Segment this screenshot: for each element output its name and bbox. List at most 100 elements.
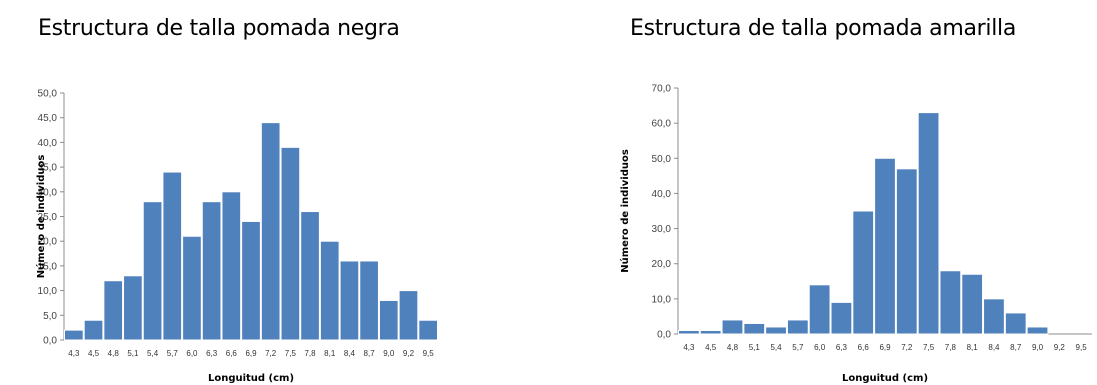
bar-6-3: [201, 201, 222, 341]
x-tick-label: 9,2: [403, 349, 415, 358]
chart-panel-amarilla: Estructura de talla pomada amarilla 0,0 1…: [548, 0, 1097, 385]
x-tick-label: 8,7: [1010, 343, 1022, 352]
x-tick-label: 8,4: [988, 343, 1000, 352]
y-tick-label: 70,0: [652, 84, 672, 95]
x-tick-label: 7,5: [285, 349, 297, 358]
bar-7-8: [300, 211, 320, 341]
y-tick-label: 35,0: [38, 163, 58, 174]
y-tick-label: 40,0: [38, 138, 58, 149]
x-tick-label: 6,6: [226, 349, 238, 358]
x-axis-title: Longuitud (cm): [208, 373, 294, 384]
y-axis-title: Número de individuos: [619, 149, 631, 273]
y-tick-label: 15,0: [38, 261, 58, 272]
bar-7-8: [939, 270, 962, 335]
x-tick-label: 4,8: [727, 343, 739, 352]
y-axis-title: Número de individuos: [35, 155, 47, 279]
bar-8-1: [961, 273, 984, 335]
chart-title: Estructura de talla pomada amarilla: [630, 16, 1016, 41]
bar-4-3: [64, 329, 84, 341]
x-tick-label: 7,2: [901, 343, 913, 352]
y-tick-label: 45,0: [38, 113, 58, 124]
x-tick-label: 9,0: [383, 349, 395, 358]
x-axis-title: Longuitud (cm): [842, 373, 928, 384]
x-tick-label: 5,1: [749, 343, 761, 352]
bar-8-4: [339, 260, 360, 341]
y-tick-label: 50,0: [38, 89, 58, 100]
x-tick-label: 5,1: [127, 349, 139, 358]
x-tick-label: 6,0: [186, 349, 198, 358]
bar-7-2: [895, 168, 918, 335]
bar-chart-amarilla: 0,0 10,0 20,0 30,0 40,0 50,0 60,0 70,0 4,3 4,5 4,8…: [619, 84, 1092, 384]
y-tick-label: 60,0: [652, 119, 672, 130]
x-tick-label: 4,3: [683, 343, 695, 352]
bar-7-2: [260, 122, 281, 341]
x-tick-label: 7,5: [923, 343, 935, 352]
bar-5-1: [123, 275, 143, 341]
y-tick-label: 25,0: [38, 212, 58, 223]
x-tick-label: 8,7: [364, 349, 376, 358]
x-tick-label: 6,6: [858, 343, 870, 352]
x-tick-label: 4,5: [88, 349, 100, 358]
x-tick-label: 4,3: [68, 349, 80, 358]
x-tick-label: 6,3: [836, 343, 848, 352]
x-tick-label: 9,0: [1032, 343, 1044, 352]
bar-6-6: [852, 210, 875, 335]
y-tick-label: 10,0: [652, 294, 672, 305]
y-tick-label: 0,0: [657, 330, 671, 341]
x-tick-label: 8,4: [344, 349, 356, 358]
bar-8-7: [359, 260, 379, 341]
bar-6-0: [808, 284, 831, 335]
bar-5-1: [743, 322, 766, 335]
bar-6-9: [874, 157, 896, 335]
bar-9-0: [1026, 326, 1049, 335]
bar-4-8: [103, 280, 124, 341]
bar-5-4: [765, 326, 787, 335]
x-tick-label: 7,2: [265, 349, 277, 358]
x-tick-label: 7,8: [304, 349, 316, 358]
y-tick-label: 30,0: [652, 224, 672, 235]
chart-title: Estructura de talla pomada negra: [38, 16, 400, 41]
x-tick-label: 5,7: [167, 349, 179, 358]
x-tick-label: 6,9: [879, 343, 891, 352]
x-tick-label: 5,4: [770, 343, 782, 352]
x-tick-label: 6,9: [245, 349, 257, 358]
y-tick-label: 10,0: [38, 286, 58, 297]
x-tick-label: 6,3: [206, 349, 218, 358]
bar-4-5: [83, 319, 104, 341]
bar-7-5: [280, 146, 301, 341]
y-tick-label: 20,0: [652, 259, 672, 270]
x-tick-label: 9,2: [1054, 343, 1066, 352]
bar-5-7: [786, 319, 809, 335]
x-tick-label: 6,0: [814, 343, 826, 352]
bar-7-5: [917, 112, 940, 335]
bar-6-6: [221, 191, 242, 341]
y-tick-label: 5,0: [43, 311, 57, 322]
y-tick-label: 0,0: [43, 336, 57, 347]
bar-5-4: [142, 201, 163, 341]
x-tick-label: 8,1: [324, 349, 336, 358]
x-tick-label: 9,5: [423, 349, 435, 358]
bar-8-7: [1004, 312, 1027, 335]
x-tick-label: 9,5: [1076, 343, 1088, 352]
x-tick-label: 8,1: [967, 343, 979, 352]
bar-5-7: [162, 171, 183, 341]
bar-8-1: [319, 240, 340, 341]
y-tick-label: 20,0: [38, 237, 58, 248]
bar-6-0: [182, 235, 202, 341]
y-tick-label: 30,0: [38, 187, 58, 198]
bar-9-0: [378, 299, 399, 341]
y-tick-label: 40,0: [652, 189, 672, 200]
x-tick-label: 5,7: [792, 343, 804, 352]
bar-6-9: [241, 220, 261, 341]
bar-chart-negra: 0,0 5,0 10,0 15,0 20,0 25,0 30,0 35,0 40,0 45,0 50…: [35, 89, 439, 384]
bar-4-8: [721, 319, 744, 335]
bar-9-2: [398, 290, 419, 341]
chart-panel-negra: Estructura de talla pomada negra 0,0 5,0 1…: [0, 0, 548, 385]
bar-4-5: [699, 329, 722, 335]
x-tick-label: 5,4: [147, 349, 159, 358]
x-tick-label: 7,8: [945, 343, 957, 352]
x-tick-label: 4,5: [705, 343, 717, 352]
y-tick-label: 50,0: [652, 154, 672, 165]
bar-9-5: [418, 319, 439, 341]
bar-4-3: [678, 329, 700, 335]
